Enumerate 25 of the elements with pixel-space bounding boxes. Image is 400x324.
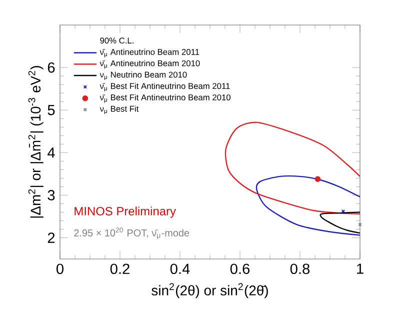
legend-title: 90% C.L. [100, 38, 134, 44]
x-tick-label: 0.6 [230, 264, 250, 274]
annotation: 2.95 × 10$^{20}$ POT, ν̄$_{μ}$-mode [74, 227, 190, 240]
x-tick-label: 0.2 [110, 264, 130, 274]
legend-label: ν$_{μ}$ Best Fit [100, 106, 139, 114]
point [314, 176, 321, 182]
x-tick-label: 0.8 [290, 264, 310, 274]
x-tick-label: 0.4 [170, 264, 190, 274]
line-series [256, 175, 360, 236]
legend-label: ν̄$_{μ}$ Antineutrino Beam 2010 [100, 60, 200, 69]
line-series [224, 122, 360, 214]
annotation: MINOS Preliminary [74, 206, 176, 218]
x-axis-title: sin$^{2}$(2θ) or sin$^{2}$(2θ̄) [152, 283, 268, 298]
y-tick-label: 2 [48, 232, 55, 243]
text: |Δm$^{2}$| or |Δm̄$^{2}$| (10$^{-3}$ eV$^{2}$) [28, 66, 44, 218]
y-tick-label: 5 [48, 105, 55, 116]
y-tick-label: 6 [48, 62, 55, 73]
legend-label: ν$_{μ}$ Neutrino Beam 2010 [100, 71, 187, 80]
y-tick-label: 4 [48, 148, 55, 158]
legend-label: ν̄$_{μ}$ Antineutrino Beam 2011 [100, 48, 200, 58]
legend-label: ν̄$_{μ}$ Best Fit Antineutrino Beam 2011 [100, 82, 230, 92]
legend-label: ν̄$_{μ}$ Best Fit Antineutrino Beam 2010 [100, 94, 230, 103]
x-tick-label: 0 [56, 264, 64, 274]
x-tick-label: 1 [357, 264, 364, 274]
y-tick-label: 3 [48, 190, 55, 200]
